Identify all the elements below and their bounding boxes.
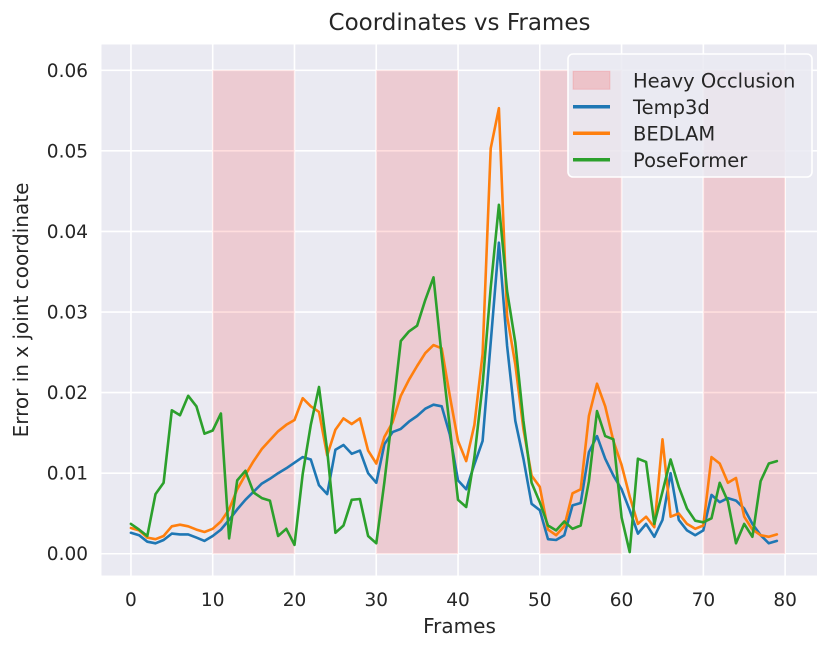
legend-occlusion-swatch	[572, 70, 611, 90]
occlusion-band	[212, 70, 295, 554]
y-tick-label: 0.03	[47, 303, 88, 324]
y-tick-label: 0.00	[47, 544, 88, 565]
legend-label: BEDLAM	[633, 122, 715, 145]
x-tick-label: 50	[528, 590, 552, 611]
y-tick-label: 0.04	[47, 222, 88, 243]
legend: Heavy Occlusion Temp3d BEDLAM PoseFormer	[567, 53, 813, 178]
x-tick-label: 20	[283, 590, 307, 611]
y-tick-label: 0.06	[47, 61, 88, 82]
legend-label: PoseFormer	[633, 149, 748, 172]
series-line-poseformer	[129, 203, 779, 554]
x-tick-label: 80	[773, 590, 797, 611]
legend-label: Heavy Occlusion	[633, 69, 795, 92]
chart-title: Coordinates vs Frames	[328, 10, 591, 36]
y-tick-label: 0.01	[47, 464, 88, 485]
x-tick-label: 70	[692, 590, 716, 611]
x-tick-label: 30	[364, 590, 388, 611]
occlusion-band	[376, 70, 459, 554]
x-tick-label: 10	[201, 590, 225, 611]
x-tick-label: 0	[125, 590, 137, 611]
y-axis-title: Error in x joint coordinate	[9, 182, 33, 438]
y-tick-label: 0.02	[47, 383, 88, 404]
x-axis-title: Frames	[423, 614, 496, 638]
series-line-bedlam	[129, 106, 779, 541]
x-tick-label: 40	[446, 590, 470, 611]
x-tick-label: 60	[610, 590, 634, 611]
legend-label: Temp3d	[632, 96, 710, 119]
y-tick-label: 0.05	[47, 141, 88, 162]
legend-box	[567, 53, 813, 178]
